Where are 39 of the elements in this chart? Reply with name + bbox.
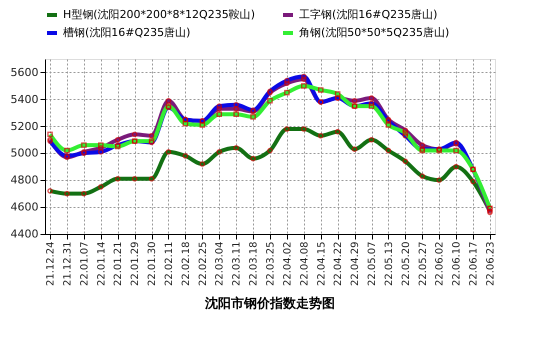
legend-label: 槽钢(沈阳16#Q235唐山) (63, 26, 190, 39)
y-tick-label: 5600 (10, 66, 38, 79)
x-tick-label: 22.05.27 (418, 242, 429, 286)
x-tick-label: 22.04.15 (316, 242, 328, 286)
x-tick-label: 22.01.21 (113, 242, 124, 286)
x-tick-label: 22.06.10 (452, 242, 463, 286)
x-tick-label: 22.05.20 (400, 242, 412, 286)
x-tick-label: 22.04.22 (333, 242, 344, 286)
y-tick-label: 5200 (10, 120, 38, 133)
x-tick-label: 22.03.11 (232, 242, 243, 286)
x-tick-label: 22.04.02 (282, 242, 294, 286)
x-tick-label: 22.03.25 (266, 242, 276, 286)
y-tick-label: 4800 (10, 174, 38, 187)
x-tick-label: 21.12.24 (46, 242, 57, 286)
x-tick-label: 22.03.04 (214, 242, 226, 286)
legend-label: H型钢(沈阳200*200*8*12Q235鞍山) (63, 8, 255, 21)
x-tick-label: 22.04.29 (350, 242, 362, 286)
legend-label: 工字钢(沈阳16#Q235唐山) (299, 8, 438, 21)
x-tick-label: 22.06.23 (485, 242, 496, 286)
y-tick-label: 4600 (10, 200, 38, 214)
x-tick-label: 22.04.08 (299, 242, 310, 286)
x-tick-label: 21.12.31 (62, 242, 74, 286)
y-tick-label: 5400 (10, 92, 38, 106)
x-tick-label: 22.01.29 (130, 242, 142, 286)
x-tick-label: 22.01.30 (147, 242, 158, 286)
text: 沈阳市钢价指数走势图 (204, 296, 335, 312)
x-tick-label: 22.02.25 (198, 242, 209, 286)
x-tick-label: 22.02.18 (180, 242, 192, 286)
x-tick-label: 22.06.02 (434, 242, 446, 286)
x-tick-label: 22.02.11 (164, 242, 175, 286)
x-tick-label: 22.01.07 (79, 242, 90, 286)
y-tick-label: 4400 (10, 228, 38, 240)
x-tick-label: 22.01.14 (96, 242, 108, 286)
legend-label: 角钢(沈阳50*50*5Q235唐山) (299, 26, 450, 39)
x-tick-label: 22.03.18 (248, 242, 260, 286)
y-tick-label: 5000 (10, 146, 38, 160)
x-tick-label: 22.06.17 (468, 242, 480, 286)
x-tick-label: 22.05.07 (367, 242, 378, 286)
x-tick-label: 22.05.13 (384, 242, 395, 286)
